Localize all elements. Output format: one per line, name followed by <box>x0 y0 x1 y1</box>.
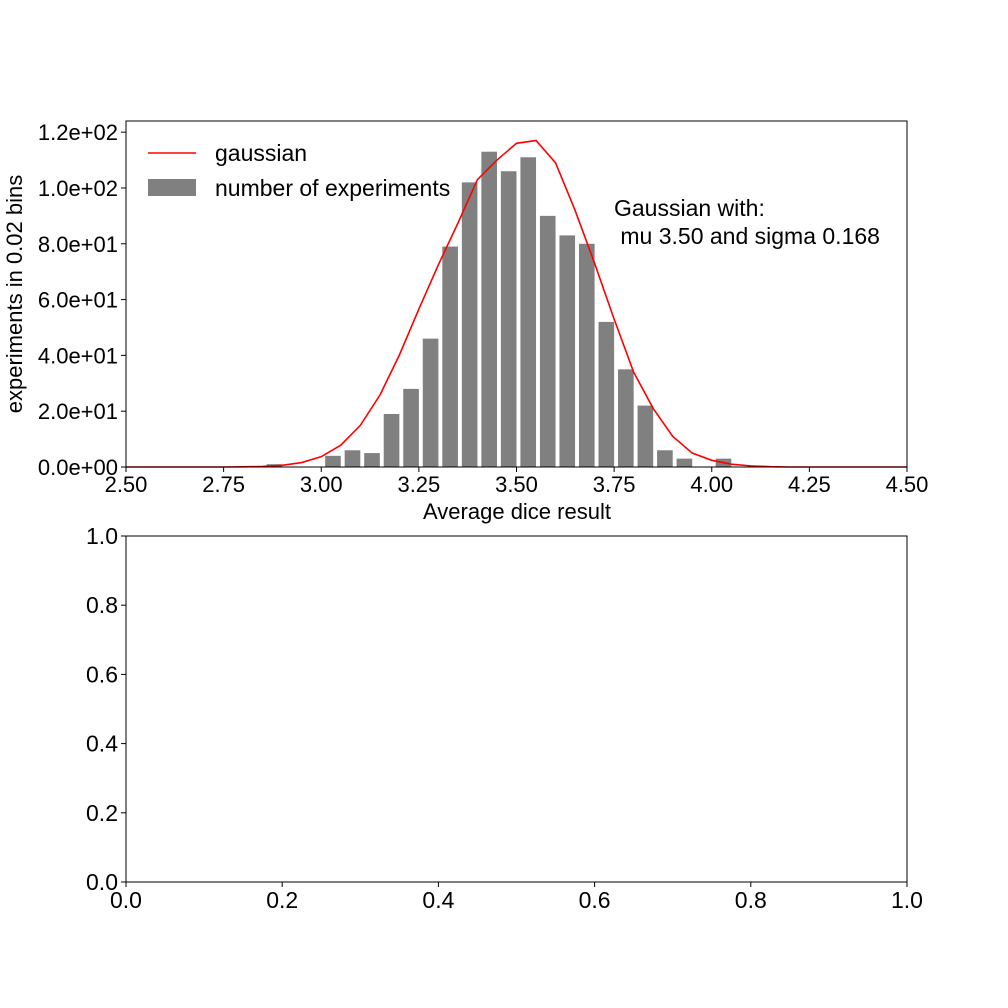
x-tick-label: 3.50 <box>495 472 538 497</box>
x-tick-label: 2.75 <box>202 472 245 497</box>
histogram-bar <box>520 157 537 467</box>
x-tick-label: 0.2 <box>266 887 298 913</box>
histogram-bar <box>442 246 458 467</box>
histogram-bars <box>266 151 732 468</box>
y-tick-label: 0.8 <box>86 592 118 618</box>
y-tick-label: 8.0e+01 <box>38 232 118 257</box>
legend: gaussian number of experiments <box>148 140 450 201</box>
x-axis-ticks: 0.0 0.2 0.4 0.6 0.8 1.0 <box>110 882 923 913</box>
x-axis-label: Average dice result <box>423 499 611 524</box>
y-tick-label: 0.6 <box>86 661 118 687</box>
x-tick-label: 0.0 <box>110 887 142 913</box>
y-tick-label: 1.2e+02 <box>38 120 118 145</box>
legend-experiments-swatch <box>148 179 196 196</box>
y-axis-ticks: 0.0 0.2 0.4 0.6 0.8 1.0 <box>86 523 126 895</box>
histogram-bar <box>325 455 341 467</box>
y-tick-label: 1.0e+02 <box>38 176 118 201</box>
y-tick-label: 6.0e+01 <box>38 288 118 313</box>
histogram-bar <box>481 151 497 467</box>
y-tick-label: 0.0 <box>86 869 118 895</box>
y-axis-label: experiments in 0.02 bins <box>2 175 27 413</box>
histogram-bar <box>637 405 654 467</box>
legend-experiments-label: number of experiments <box>215 175 450 201</box>
histogram-bar <box>500 171 517 468</box>
x-tick-label: 4.25 <box>788 472 831 497</box>
y-tick-label: 0.4 <box>86 731 118 757</box>
histogram-bar <box>598 321 615 467</box>
x-tick-label: 0.8 <box>735 887 767 913</box>
y-axis-ticks: 0.0e+00 2.0e+01 4.0e+01 6.0e+01 8.0e+01 1.0e+… <box>38 120 126 480</box>
gaussian-annotation-line2: mu 3.50 and sigma 0.168 <box>614 223 880 249</box>
histogram-bar <box>344 450 361 467</box>
x-tick-label: 0.4 <box>422 887 454 913</box>
empty-plot: 0.0 0.2 0.4 0.6 0.8 1.0 0.0 0.2 0.4 0.6 0.8 1.0 <box>86 523 923 913</box>
x-axis-ticks: 2.50 2.75 3.00 3.25 3.50 3.75 4.00 4.25 4.50 <box>105 467 929 497</box>
histogram-bar <box>461 182 478 467</box>
x-tick-label: 1.0 <box>891 887 923 913</box>
histogram-bar <box>364 453 380 467</box>
histogram-plot: 2.50 2.75 3.00 3.25 3.50 3.75 4.00 4.25 4.50 0.0… <box>2 120 928 524</box>
x-tick-label: 4.50 <box>886 472 929 497</box>
x-tick-label: 0.6 <box>579 887 611 913</box>
histogram-bar <box>676 458 693 467</box>
y-tick-label: 2.0e+01 <box>38 399 118 424</box>
y-tick-label: 0.0e+00 <box>38 455 118 480</box>
x-tick-label: 2.50 <box>105 472 148 497</box>
y-tick-label: 0.2 <box>86 800 118 826</box>
histogram-bar <box>559 235 576 467</box>
histogram-bar <box>657 450 673 467</box>
histogram-bar <box>539 215 556 467</box>
y-tick-label: 4.0e+01 <box>38 343 118 368</box>
x-tick-label: 3.75 <box>593 472 636 497</box>
x-tick-label: 4.00 <box>690 472 733 497</box>
x-tick-label: 3.25 <box>397 472 440 497</box>
histogram-bar <box>578 243 595 467</box>
histogram-bar <box>422 338 439 467</box>
x-tick-label: 3.00 <box>300 472 343 497</box>
histogram-bar <box>618 369 634 467</box>
histogram-bar <box>383 413 400 467</box>
legend-gaussian-label: gaussian <box>215 140 307 166</box>
plot-frame <box>125 535 908 883</box>
histogram-bar <box>403 388 419 467</box>
y-tick-label: 1.0 <box>86 523 118 549</box>
gaussian-annotation-line1: Gaussian with: <box>614 195 765 221</box>
